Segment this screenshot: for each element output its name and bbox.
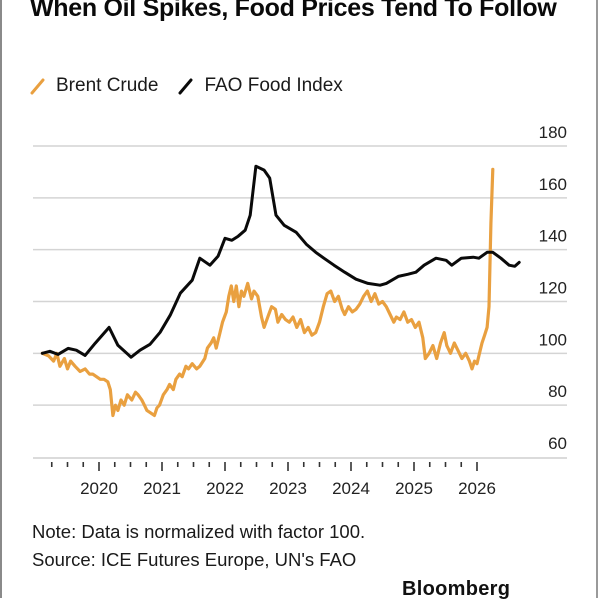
x-tick-label-2021: 2021 <box>143 479 181 498</box>
bloomberg-logo: Bloomberg <box>402 578 511 600</box>
brent-crude-line <box>40 167 495 418</box>
x-tick-label-2022: 2022 <box>206 479 244 498</box>
fao-food-index-line <box>40 164 521 359</box>
y-tick-label-60: 60 <box>548 434 567 453</box>
brent-crude-swatch-icon <box>30 78 45 95</box>
source-text: Source: ICE Futures Europe, UN's FAO <box>32 549 357 570</box>
x-tick-label-2024: 2024 <box>332 479 370 498</box>
series-lines <box>40 164 521 418</box>
chart-title: When Oil Spikes, Food Prices Tend To Fol… <box>30 0 557 22</box>
fao-food-index-swatch-icon <box>178 78 193 95</box>
legend-label-fao-food-index: FAO Food Index <box>204 75 343 96</box>
y-tick-label-140: 140 <box>539 227 567 246</box>
y-tick-label-80: 80 <box>548 382 567 401</box>
x-tick-label-2023: 2023 <box>269 479 307 498</box>
x-tick-label-2026: 2026 <box>458 479 496 498</box>
legend-item-fao-food-index: FAO Food Index <box>178 75 343 97</box>
legend-item-brent-crude: Brent Crude <box>30 75 158 97</box>
x-tick-label-2025: 2025 <box>395 479 433 498</box>
legend: Brent Crude FAO Food Index <box>30 75 363 97</box>
y-tick-label-100: 100 <box>539 330 567 349</box>
y-tick-label-180: 180 <box>539 123 567 142</box>
y-tick-label-160: 160 <box>539 175 567 194</box>
y-axis-labels: 180 160 140 120 100 80 60 <box>539 123 567 453</box>
legend-label-brent-crude: Brent Crude <box>56 75 159 96</box>
x-axis: 2020 2021 2022 2023 2024 2025 2026 <box>33 457 567 498</box>
x-tick-label-2020: 2020 <box>80 479 118 498</box>
footnote: Note: Data is normalized with factor 100… <box>32 518 365 574</box>
gridlines <box>33 145 567 406</box>
y-tick-label-120: 120 <box>539 279 567 298</box>
note-text: Note: Data is normalized with factor 100… <box>32 521 366 542</box>
